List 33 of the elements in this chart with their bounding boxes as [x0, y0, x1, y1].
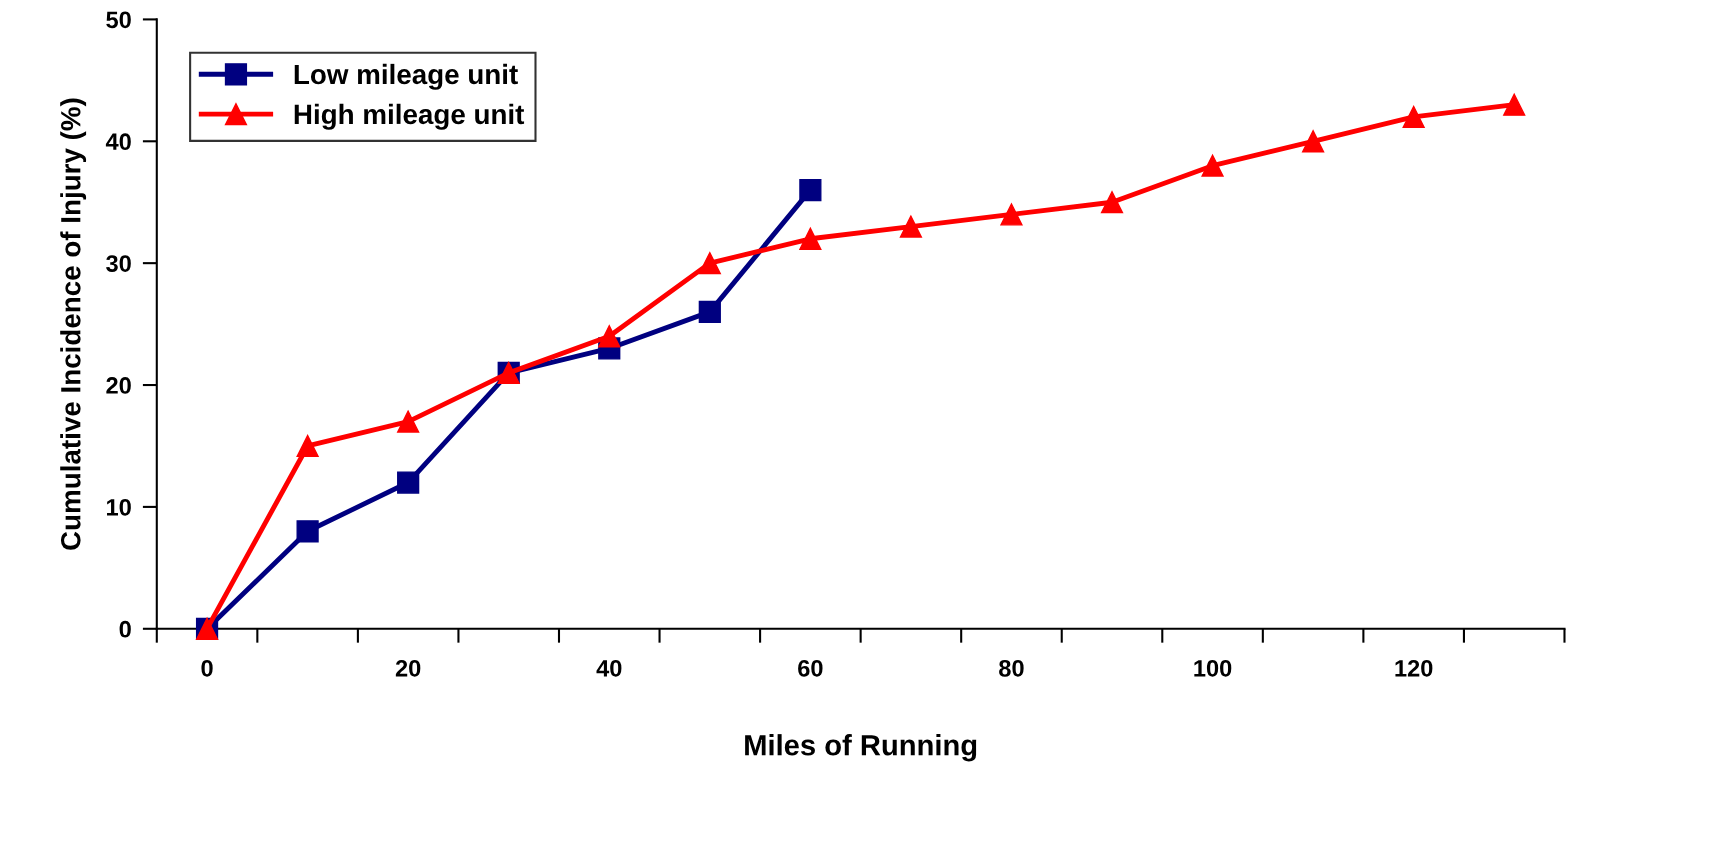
y-tick-label: 0: [119, 620, 131, 638]
point: [397, 410, 420, 433]
x-tick-label: 80: [999, 659, 1024, 677]
y-tick-label: 20: [106, 377, 131, 394]
y-tick-label: 30: [106, 255, 131, 272]
point: [799, 227, 822, 250]
x-tick-label: 60: [798, 659, 823, 677]
point: [1503, 93, 1526, 116]
legend-label: High mileage unit: [294, 103, 525, 130]
x-tick-label: 40: [596, 659, 622, 677]
y-tick-label: 40: [105, 133, 131, 151]
y-tick-label: 50: [106, 11, 131, 29]
x-tick-label: 20: [395, 659, 421, 677]
point: [397, 471, 420, 494]
x-tick-label: 0: [201, 659, 213, 677]
point: [1000, 203, 1023, 226]
point: [1301, 130, 1325, 153]
point: [1100, 191, 1124, 214]
point: [296, 520, 319, 543]
point: [698, 300, 721, 324]
point: [296, 434, 319, 458]
point: [698, 252, 721, 275]
legend-label: Low mileage unit: [294, 63, 518, 90]
point: [1201, 154, 1224, 177]
x-tick-label: 100: [1194, 659, 1232, 677]
point: [899, 215, 923, 238]
y-tick-label: 10: [107, 498, 131, 516]
x-axis-title: Miles of Running: [745, 734, 977, 762]
point: [799, 178, 822, 202]
point: [598, 325, 621, 348]
x-tick-label: 120: [1395, 659, 1433, 677]
y-axis-title: Cumulative Incidence of Injury (%): [60, 98, 87, 550]
point: [1402, 105, 1425, 129]
